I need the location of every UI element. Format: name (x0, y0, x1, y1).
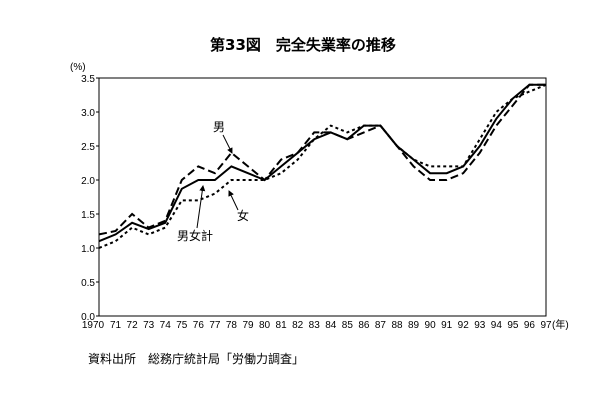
x-tick-label: 90 (425, 320, 437, 331)
x-tick-label: 77 (209, 320, 221, 331)
x-tick-label: 75 (176, 320, 188, 331)
x-tick-label: 82 (292, 320, 304, 331)
annotation-arrow-total (196, 185, 206, 229)
x-tick-label: 79 (242, 320, 254, 331)
series-line-dashed (98, 83, 546, 236)
x-tick-label: 72 (127, 320, 139, 331)
annotation-total: 男女計 (177, 228, 213, 243)
x-tick-label: 96 (524, 320, 536, 331)
x-tick-label: 81 (276, 320, 288, 331)
x-tick-label: 74 (160, 320, 172, 331)
annotation-arrow-female (228, 190, 239, 211)
y-tick-label: 3.5 (81, 74, 95, 85)
x-tick-label: 76 (193, 320, 205, 331)
x-tick-label: 73 (143, 320, 155, 331)
x-tick-label: 87 (375, 320, 387, 331)
x-tick-label: 89 (408, 320, 420, 331)
chart-title: 第33図 完全失業率の推移 (210, 36, 396, 54)
series-line-solid (98, 83, 546, 243)
annotation-arrow-male (222, 134, 233, 154)
annotation-male: 男 (213, 120, 225, 134)
y-tick-label: 1.0 (81, 244, 95, 255)
y-tick-label: 2.5 (81, 142, 95, 153)
y-tick-label: 2.0 (81, 176, 95, 187)
source-note: 資料出所 総務庁統計局「労働力調査」 (88, 352, 305, 366)
x-tick-label: 93 (474, 320, 486, 331)
x-tick-label: 91 (441, 320, 453, 331)
x-tick-label: 1970 (82, 320, 105, 331)
y-axis-unit: (%) (70, 62, 86, 73)
x-tick-label: 95 (507, 320, 519, 331)
annotation-female: 女 (237, 208, 249, 223)
x-tick-label: 71 (110, 320, 122, 331)
x-tick-label: 88 (391, 320, 403, 331)
x-tick-label: 92 (458, 320, 470, 331)
plot-frame (98, 77, 547, 317)
y-tick-label: 0.0 (81, 312, 95, 323)
x-tick-label: 97 (540, 320, 552, 331)
y-tick-label: 1.5 (81, 210, 95, 221)
x-tick-label: 83 (309, 320, 321, 331)
x-tick-label: 78 (226, 320, 238, 331)
y-tick-label: 3.0 (81, 108, 95, 119)
y-tick-label: 0.5 (81, 278, 95, 289)
x-tick-label: 84 (325, 320, 337, 331)
x-axis-unit: (年) (552, 318, 569, 331)
series-line-dotted (98, 83, 547, 249)
x-tick-label: 85 (342, 320, 354, 331)
x-tick-label: 80 (259, 320, 271, 331)
x-tick-label: 94 (491, 320, 503, 331)
x-tick-label: 86 (358, 320, 370, 331)
